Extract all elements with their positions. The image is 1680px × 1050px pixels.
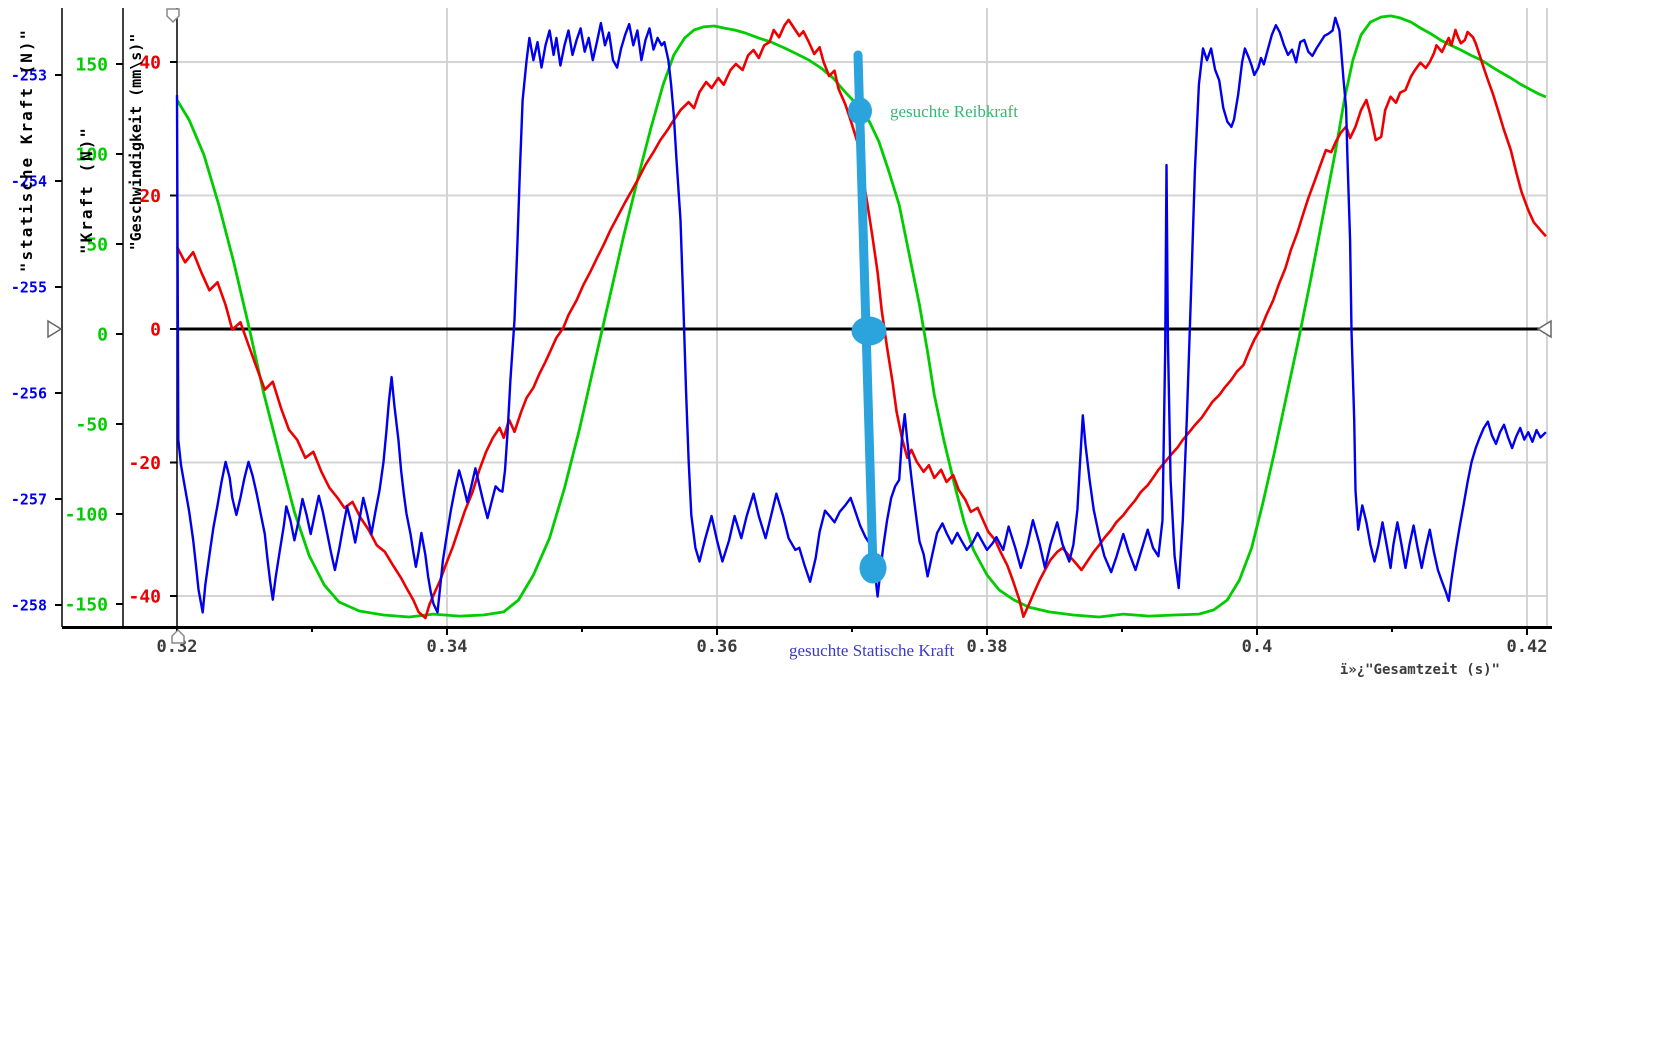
curve-geschwindigkeit (175, 18, 1547, 620)
top-cursor-handle-icon[interactable] (166, 8, 180, 24)
y-tick-label-kraft: -150 (65, 594, 108, 615)
annotation-dot-0[interactable] (848, 97, 872, 125)
y-tick-label-kraft: 150 (75, 54, 108, 75)
y-tick-label-statische: -258 (11, 596, 47, 614)
y-tick-label-kraft: 100 (75, 144, 108, 165)
y-tick-label-geschwindigkeit: -40 (128, 586, 161, 607)
y-tick-label-geschwindigkeit: -20 (128, 453, 161, 474)
data-curves (175, 14, 1547, 620)
y-tick-label-kraft: -50 (75, 414, 108, 435)
x-tick-label: 0.36 (697, 637, 738, 657)
x-tick-label: 0.4 (1242, 637, 1273, 657)
annotation-dot-2[interactable] (859, 552, 887, 584)
y-tick-label-kraft: -100 (65, 504, 108, 525)
curve-statische (175, 16, 1547, 614)
x-tick-label: 0.32 (157, 637, 198, 657)
x-tick-label: 0.38 (967, 637, 1008, 657)
y-tick-label-statische: -253 (11, 66, 47, 84)
zero-line-right-handle-icon[interactable] (1536, 319, 1552, 339)
y-tick-label-statische: -255 (11, 278, 47, 296)
annotation-label-reibkraft: gesuchte Reibkraft (890, 102, 1018, 121)
tick-labels: -253 -254 -255 -256 -257 -258 150 100 50 0 -50 -100… (11, 52, 1548, 657)
x-axis-title: ï»¿"Gesamtzeit (s)" (1340, 662, 1500, 678)
y-tick-label-statische: -254 (11, 172, 47, 190)
x-tick-label: 0.34 (427, 637, 468, 657)
y-tick-label-statische: -257 (11, 490, 47, 508)
y-tick-label-statische: -256 (11, 384, 47, 402)
curve-kraft (175, 14, 1547, 619)
y-axis-title-statische: "statische Kraft (N)" (17, 28, 36, 272)
annotation-overlay[interactable] (848, 50, 887, 584)
y-axis-title-geschwindigkeit: "Geschwindigkeit (mm\s)" (127, 34, 145, 251)
y-tick-label-geschwindigkeit: 0 (150, 319, 161, 340)
bottom-cursor-handle-icon[interactable] (171, 628, 185, 644)
annotation-dot-1[interactable] (851, 316, 887, 346)
x-tick-label: 0.42 (1507, 637, 1548, 657)
y-axis-title-kraft: "Kraft (N)" (77, 126, 96, 254)
y-tick-label-geschwindigkeit: 40 (139, 52, 161, 73)
cursor-handles[interactable] (47, 8, 1552, 644)
y-tick-label-geschwindigkeit: 20 (139, 186, 161, 207)
annotation-line[interactable] (853, 50, 878, 573)
y-tick-label-kraft: 0 (97, 324, 108, 345)
chart-canvas: -253 -254 -255 -256 -257 -258 150 100 50 0 -50 -100… (11, 8, 1552, 678)
y-tick-label-kraft: 50 (86, 234, 108, 255)
annotation-label-statische-kraft: gesuchte Statische Kraft (789, 641, 954, 660)
zero-line-left-handle-icon[interactable] (47, 319, 63, 339)
